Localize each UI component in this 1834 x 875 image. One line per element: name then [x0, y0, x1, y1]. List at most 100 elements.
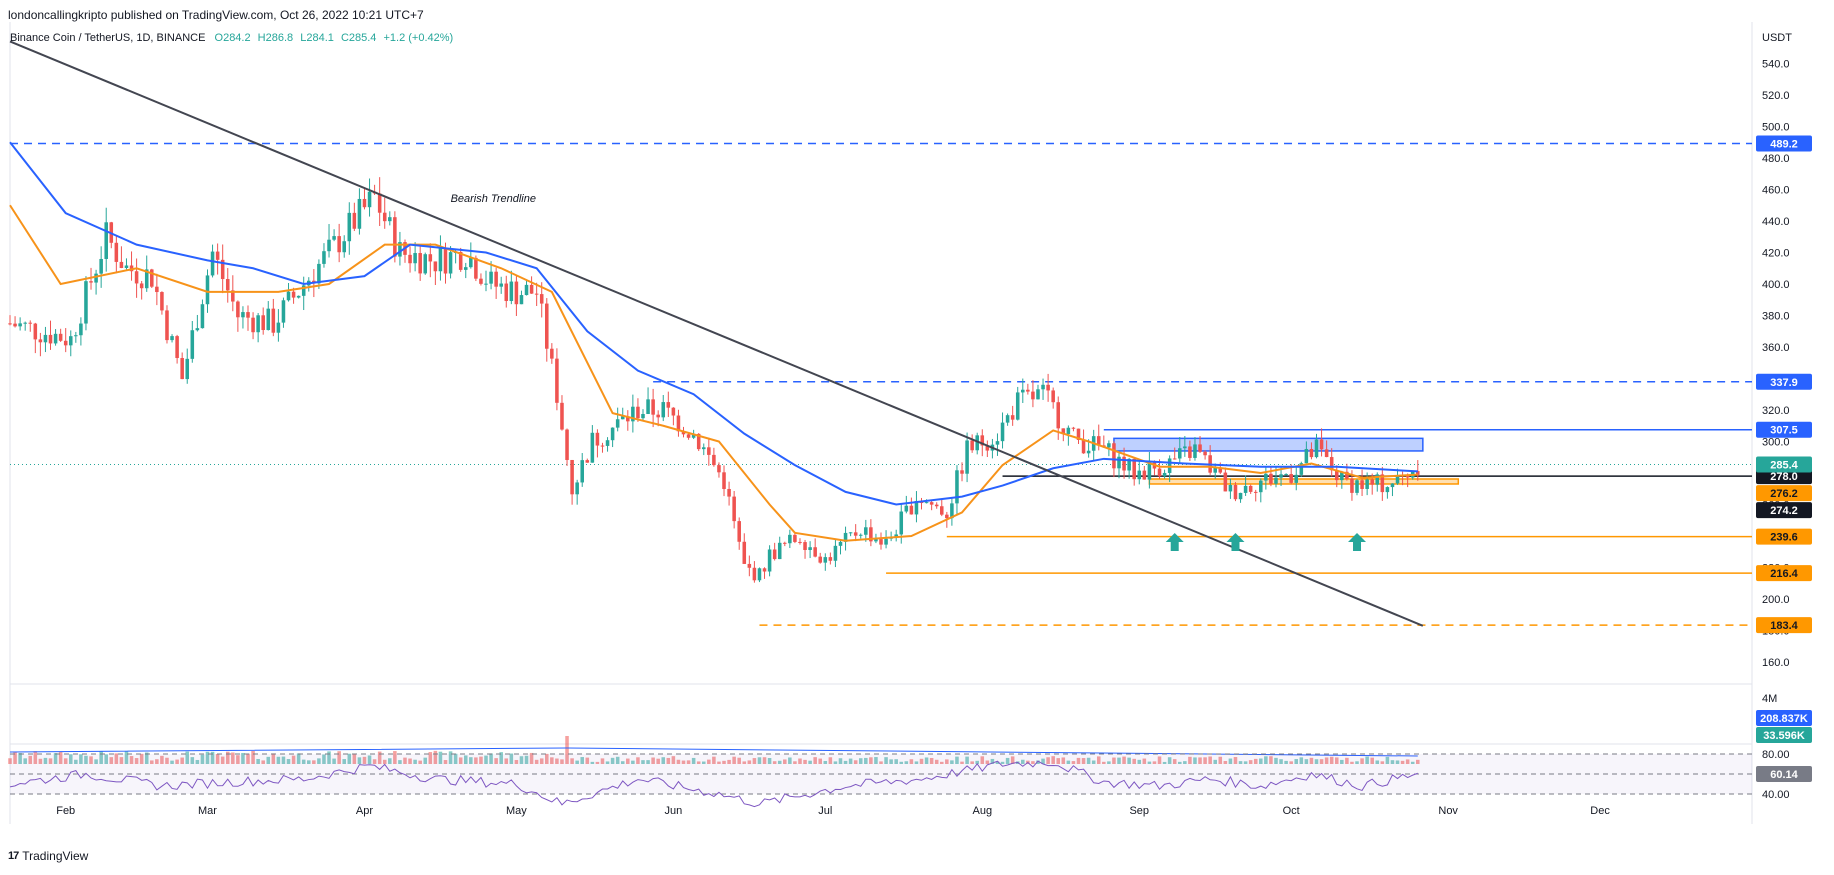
volume-bar [1096, 756, 1101, 764]
volume-bar [641, 760, 645, 764]
tradingview-footer[interactable]: 17 TradingView [8, 849, 88, 863]
candle-body [256, 315, 260, 333]
candle-body [58, 333, 63, 341]
volume-bar [1000, 761, 1005, 764]
volume-bar [828, 757, 833, 764]
price-tag-label: 489.2 [1770, 139, 1798, 151]
candle-body [813, 547, 817, 557]
volume-bar [560, 759, 564, 764]
volume-bar [423, 757, 428, 764]
price-tag-label: 274.2 [1770, 505, 1798, 517]
volume-bar [1365, 756, 1369, 764]
volume-bar [631, 760, 635, 764]
volume-bar [1036, 760, 1040, 764]
volume-bar [575, 760, 579, 764]
candle-body [205, 275, 210, 305]
volume-bar [1198, 757, 1202, 764]
price-chart[interactable]: Binance Coin / TetherUS, 1D, BINANCE O28… [0, 22, 1834, 852]
volume-bar [281, 756, 286, 764]
volume-bar [555, 758, 559, 764]
candle-body [661, 402, 666, 418]
candle-body [1253, 491, 1258, 493]
candle-body [737, 521, 741, 542]
volume-bar [732, 756, 736, 764]
volume-bar [382, 759, 387, 764]
candle-body [1051, 390, 1055, 403]
price-tag-label: 60.14 [1770, 769, 1798, 781]
volume-bar [696, 761, 701, 764]
candle-body [772, 549, 777, 560]
candle-body [1117, 456, 1121, 469]
candle-body [641, 414, 645, 419]
volume-bar [104, 754, 108, 764]
x-tick-label: May [506, 805, 527, 817]
volume-bar [1304, 759, 1309, 764]
candle-body [1284, 474, 1288, 476]
bearish-trendline[interactable] [9, 40, 1424, 627]
volume-bar [909, 759, 914, 764]
volume-bar [276, 756, 281, 764]
price-tag-label: 337.9 [1770, 377, 1798, 389]
candle-body [620, 416, 625, 420]
candle-body [281, 300, 286, 323]
candle-body [742, 541, 747, 564]
volume-bar [94, 759, 98, 764]
candle-body [99, 258, 103, 274]
candle-body [636, 406, 640, 419]
volume-bar [671, 756, 676, 764]
x-tick-label: Dec [1590, 805, 1610, 817]
candle-body [1334, 470, 1339, 481]
rsi-axis-label: 80.00 [1762, 749, 1790, 761]
candle-body [43, 334, 48, 343]
volume-bar [1061, 757, 1066, 764]
volume-bar [13, 752, 17, 764]
candle-body [1264, 473, 1268, 481]
candle-body [1385, 487, 1390, 493]
volume-bar [1167, 757, 1172, 764]
volume-bar [317, 758, 321, 764]
candle-body [1056, 402, 1061, 429]
candle-body [1350, 478, 1354, 493]
candle-body [134, 271, 139, 284]
volume-bar [1345, 757, 1349, 764]
volume-bar [1208, 756, 1212, 764]
candle-body [717, 465, 721, 473]
candle-body [519, 295, 524, 305]
volume-bar [372, 759, 377, 764]
candle-body [788, 534, 792, 544]
volume-bar [377, 751, 382, 764]
volume-bar [165, 757, 169, 764]
volume-bar [509, 753, 514, 764]
candle-body [1071, 427, 1076, 429]
candle-body [68, 336, 73, 346]
candle-body [28, 322, 33, 324]
volume-bar [180, 757, 184, 764]
volume-bar [742, 761, 747, 764]
volume-bar [570, 758, 574, 764]
candle-body [1010, 415, 1015, 420]
candle-body [879, 539, 883, 545]
candle-body [155, 286, 159, 293]
candle-body [418, 253, 422, 274]
volume-bar [342, 759, 346, 764]
candle-body [970, 440, 974, 451]
volume-bar [783, 759, 787, 764]
volume-bar [686, 760, 691, 764]
candle-body [762, 568, 767, 572]
candle-body [585, 460, 590, 463]
volume-bar [626, 758, 630, 764]
volume-bar [529, 752, 534, 764]
candle-body [747, 563, 752, 568]
candle-body [1112, 443, 1116, 469]
candle-body [220, 259, 225, 280]
volume-bar [246, 753, 250, 764]
volume-bar [605, 761, 610, 764]
y-tick-label: 420.0 [1762, 248, 1790, 260]
candle-body [651, 399, 655, 415]
rsi-axis-label: 40.00 [1762, 789, 1790, 801]
volume-bar [1218, 756, 1223, 764]
price-tag-label: 216.4 [1770, 568, 1798, 580]
volume-bar [651, 757, 655, 764]
candle-body [1142, 470, 1147, 480]
candle-body [570, 459, 574, 495]
